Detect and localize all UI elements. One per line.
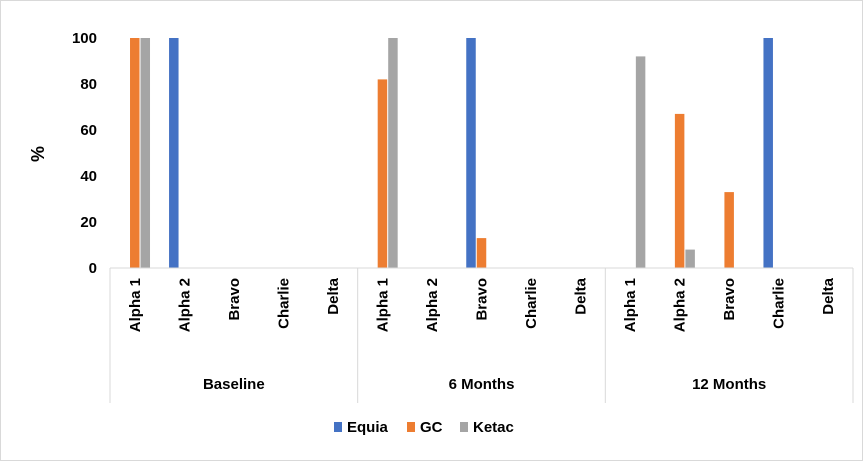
bars	[130, 38, 773, 269]
y-axis-label: %	[28, 146, 48, 162]
category-label: Alpha 1	[622, 278, 639, 332]
bar-ketac	[388, 38, 398, 268]
legend: Equia GC Ketac	[334, 419, 514, 436]
category-label: Delta	[573, 277, 590, 314]
bar-gc	[377, 79, 388, 269]
category-label: Delta	[820, 277, 837, 314]
category-label: Bravo	[226, 278, 243, 321]
bar-gc	[476, 238, 487, 268]
bar-ketac	[140, 38, 151, 268]
y-tick-label: 80	[80, 76, 97, 93]
bar-gc	[724, 192, 734, 268]
bar-ketac	[635, 56, 646, 269]
category-label: Bravo	[474, 278, 491, 321]
category-label: Alpha 2	[672, 278, 689, 332]
y-tick-label: 0	[89, 260, 97, 277]
legend-swatch-gc	[407, 422, 415, 432]
bar-ketac	[685, 249, 695, 268]
category-axis: Alpha 1 Alpha 2 Bravo Charlie Delta Alpha 1 Al…	[109, 267, 854, 403]
legend-label: GC	[420, 419, 443, 436]
legend-label: Equia	[347, 419, 388, 436]
legend-swatch-ketac	[460, 422, 468, 432]
bar-gc	[130, 38, 140, 268]
bar-equia	[763, 38, 773, 268]
group-label: 12 Months	[692, 376, 766, 393]
bar-gc	[674, 113, 685, 269]
y-tick-label: 100	[72, 30, 97, 47]
group-label: Baseline	[203, 376, 265, 393]
category-label: Charlie	[275, 278, 292, 329]
y-tick-label: 60	[80, 122, 97, 139]
category-label: Charlie	[523, 278, 540, 329]
legend-swatch-equia	[334, 422, 342, 432]
category-label: Alpha 1	[127, 278, 144, 332]
group-label: 6 Months	[449, 376, 515, 393]
category-label: Charlie	[771, 278, 788, 329]
y-tick-label: 40	[80, 168, 97, 185]
y-axis-ticks: 0 20 40 60 80 100	[72, 30, 97, 277]
category-label: Bravo	[721, 278, 738, 321]
category-label: Alpha 2	[424, 278, 441, 332]
y-tick-label: 20	[80, 214, 97, 231]
bar-equia	[169, 38, 179, 268]
category-label: Alpha 2	[176, 278, 193, 332]
category-label: Delta	[325, 277, 342, 314]
legend-label: Ketac	[473, 419, 514, 436]
bar-equia	[466, 38, 476, 268]
category-label: Alpha 1	[374, 278, 391, 332]
